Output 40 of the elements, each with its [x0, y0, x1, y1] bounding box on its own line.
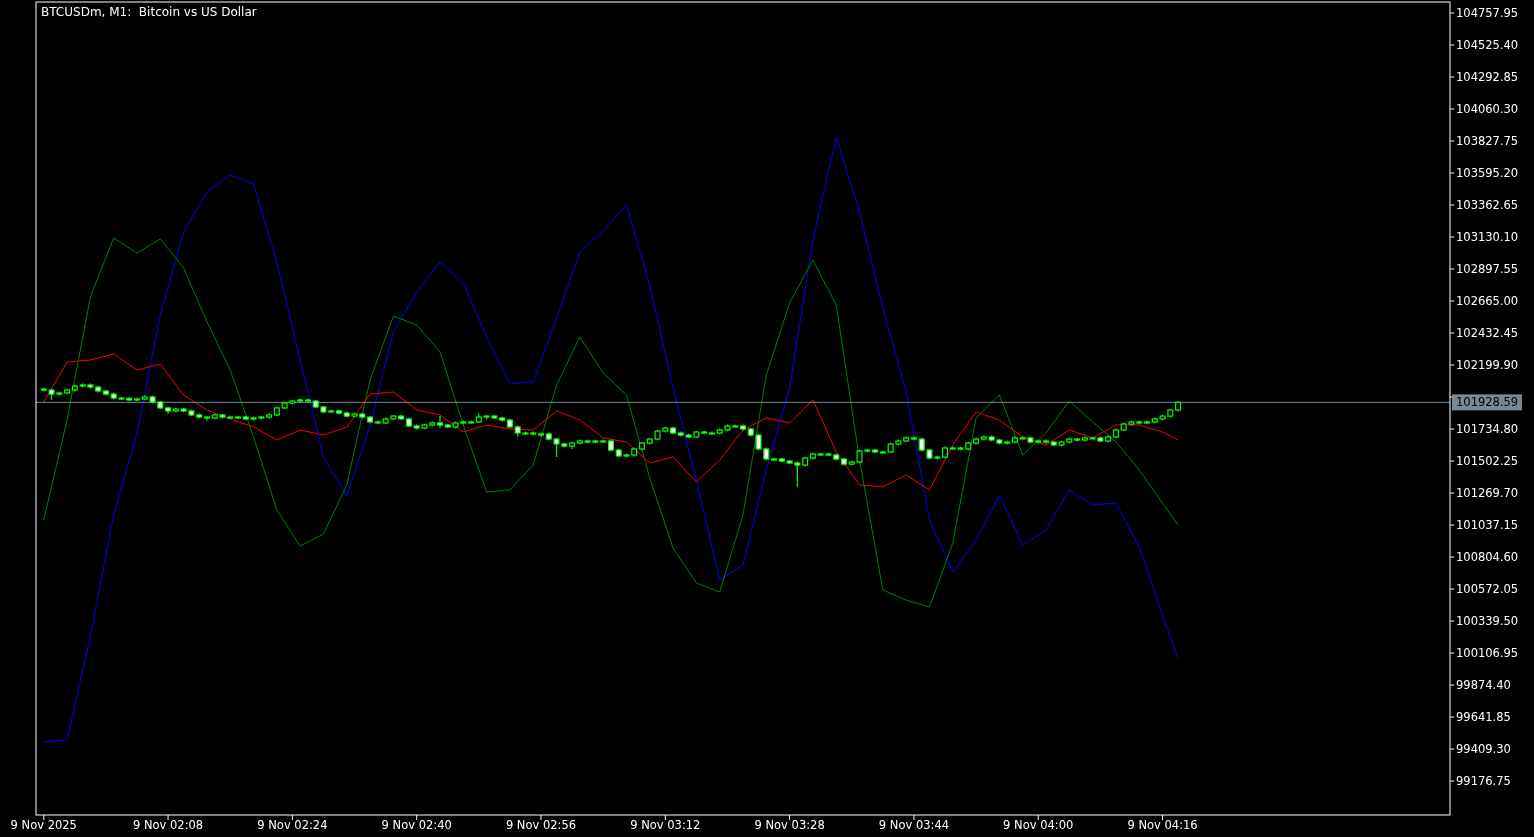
y-tick-label: 104292.85: [1456, 70, 1519, 85]
y-tick-label: 104757.95: [1456, 6, 1519, 21]
y-tick-label: 99409.30: [1456, 742, 1511, 757]
y-tick-label: 104060.30: [1456, 102, 1519, 117]
y-tick-label: 102199.90: [1456, 358, 1519, 373]
line-series: [43, 136, 1179, 743]
x-tick-label: 9 Nov 02:24: [257, 818, 328, 832]
x-tick-label: 9 Nov 2025: [10, 818, 77, 832]
x-tick-label: 9 Nov 02:56: [505, 818, 577, 832]
y-tick-label: 100339.50: [1456, 614, 1519, 629]
y-tick-label: 102432.45: [1456, 326, 1519, 341]
x-tick-label: 9 Nov 03:28: [754, 818, 825, 832]
x-tick-label: 9 Nov 04:00: [1003, 818, 1074, 832]
chart-title: BTCUSDm, M1: Bitcoin vs US Dollar: [41, 5, 257, 19]
candlestick: [436, 415, 444, 429]
y-tick-label: 100572.05: [1456, 582, 1519, 597]
y-tick-label: 99176.75: [1456, 774, 1511, 789]
y-tick-label: 101269.70: [1456, 486, 1519, 501]
x-tick-label: 9 Nov 03:44: [878, 818, 950, 832]
ref-line-label: 101928.59: [1456, 395, 1519, 410]
y-tick-label: 99874.40: [1456, 678, 1511, 693]
y-tick-label: 103130.10: [1456, 230, 1519, 245]
x-tick-label: 9 Nov 04:16: [1127, 818, 1198, 832]
x-tick-label: 9 Nov 02:08: [132, 818, 204, 832]
y-tick-label: 101734.80: [1456, 422, 1519, 437]
x-tick-label: 9 Nov 02:40: [381, 818, 452, 832]
y-tick-label: 103362.65: [1456, 198, 1519, 213]
y-tick-label: 102665.00: [1456, 294, 1519, 309]
y-tick-label: 101037.15: [1456, 518, 1519, 533]
y-tick-label: 99641.85: [1456, 710, 1511, 725]
y-tick-label: 103595.20: [1456, 166, 1519, 181]
y-tick-label: 100106.95: [1456, 646, 1519, 661]
x-tick-label: 9 Nov 03:12: [630, 818, 701, 832]
y-tick-label: 102897.55: [1456, 262, 1519, 277]
line-series: [43, 353, 1179, 491]
y-tick-label: 101502.25: [1456, 454, 1519, 469]
y-tick-label: 103827.75: [1456, 134, 1519, 149]
y-tick-label: 100804.60: [1456, 550, 1519, 565]
y-tick-label: 104525.40: [1456, 38, 1519, 53]
line-series: [43, 237, 1179, 608]
